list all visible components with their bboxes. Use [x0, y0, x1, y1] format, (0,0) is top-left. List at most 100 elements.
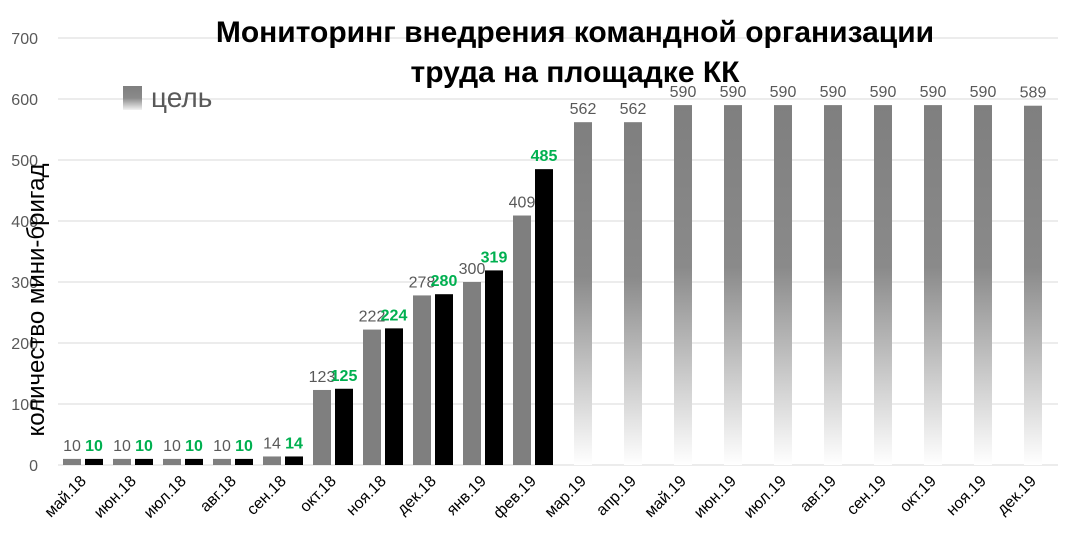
data-label-actual: 125 [331, 368, 358, 385]
bar-actual [85, 458, 103, 465]
y-axis-ticks: 0 100 200 300 400 500 600 700 [11, 31, 38, 475]
data-label-actual: 224 [381, 307, 408, 324]
bar-target [874, 105, 892, 465]
legend-label-target: цель [151, 82, 212, 113]
bar-actual [385, 328, 403, 465]
bar-actual [135, 458, 153, 465]
chart-title-line-2: труда на площадке КК [411, 56, 741, 89]
bar-target [1024, 105, 1042, 466]
data-label-target: 590 [770, 84, 797, 101]
bar-target [263, 456, 281, 465]
bar-actual [335, 388, 353, 465]
x-tick-label: дек.19 [994, 473, 1040, 519]
bar-target [824, 105, 842, 465]
data-label-target: 300 [459, 261, 486, 278]
data-label-actual: 485 [531, 148, 558, 165]
x-tick-label: окт.18 [297, 473, 340, 516]
data-label-actual: 280 [431, 273, 458, 290]
bar-target [513, 215, 531, 465]
legend-swatch-target [123, 86, 142, 110]
bar-actual [435, 294, 453, 465]
y-axis-title: количество мини-бригад [23, 164, 50, 437]
bar-actual [485, 270, 503, 465]
data-label-target: 10 [113, 438, 131, 455]
x-tick-label: июн.19 [691, 473, 740, 522]
x-tick-label: ноя.18 [343, 473, 389, 519]
data-label-target: 590 [670, 84, 697, 101]
data-label-target: 10 [213, 438, 231, 455]
data-label-target: 589 [1020, 85, 1047, 102]
y-tick-label: 300 [11, 275, 38, 292]
data-label-target: 590 [970, 84, 997, 101]
bar-target [974, 105, 992, 465]
data-label-target: 14 [263, 435, 281, 452]
x-tick-label: авг.18 [197, 473, 240, 516]
bar-target [463, 282, 481, 465]
x-tick-label: май.18 [42, 473, 90, 521]
bar-target [574, 122, 592, 466]
x-tick-label: мар.19 [542, 473, 590, 521]
data-label-actual: 319 [481, 249, 508, 266]
bar-target [213, 458, 231, 465]
data-label-target: 562 [620, 101, 647, 118]
bar-target [624, 122, 642, 466]
y-tick-label: 200 [11, 336, 38, 353]
bar-target [163, 458, 181, 465]
data-labels: 10 10 10 10 10 10 10 10 14 1412312522222427828030… [63, 84, 1046, 455]
x-tick-label: июл.18 [141, 473, 190, 522]
data-label-target: 10 [163, 438, 181, 455]
data-label-target: 590 [820, 84, 847, 101]
gridlines [58, 37, 1058, 466]
chart-title-line-1: Мониторинг внедрения командной организац… [216, 16, 934, 49]
bar-actual [185, 458, 203, 465]
bar-actual [535, 169, 553, 465]
y-tick-label: 0 [29, 458, 38, 475]
y-tick-label: 400 [11, 214, 38, 231]
legend: цель [123, 82, 212, 113]
bar-target [413, 295, 431, 465]
bar-target [113, 458, 131, 465]
bar-target [724, 105, 742, 465]
x-axis-ticks: май.18 июн.18 июл.18 авг.18 сен.18 окт.18 ноя.… [42, 473, 1040, 522]
bar-target [63, 458, 81, 465]
data-label-target: 590 [720, 84, 747, 101]
data-label-target: 562 [570, 101, 597, 118]
x-tick-label: авг.19 [797, 473, 840, 516]
x-tick-label: апр.19 [593, 473, 640, 520]
x-tick-label: июл.19 [741, 473, 790, 522]
data-label-actual: 10 [85, 438, 103, 455]
x-tick-label: фев.19 [490, 473, 539, 522]
y-tick-label: 600 [11, 92, 38, 109]
bar-target [774, 105, 792, 465]
y-tick-label: 100 [11, 397, 38, 414]
bars [63, 105, 1042, 466]
bar-target [674, 105, 692, 465]
y-tick-label: 500 [11, 153, 38, 170]
bar-target [924, 105, 942, 465]
bar-actual [285, 456, 303, 465]
data-label-target: 590 [870, 84, 897, 101]
data-label-target: 10 [63, 438, 81, 455]
bar-actual [235, 458, 253, 465]
bar-target [363, 329, 381, 465]
y-tick-label: 700 [11, 31, 38, 48]
x-tick-label: май.19 [642, 473, 690, 521]
data-label-target: 590 [920, 84, 947, 101]
data-label-actual: 10 [185, 438, 203, 455]
data-label-target: 123 [309, 369, 336, 386]
x-tick-label: сен.19 [844, 473, 890, 519]
x-tick-label: янв.19 [444, 473, 490, 519]
chart-title: Мониторинг внедрения командной организац… [216, 16, 934, 89]
data-label-actual: 14 [285, 435, 303, 452]
x-tick-label: ноя.19 [943, 473, 989, 519]
data-label-target: 278 [409, 274, 436, 291]
bar-target [313, 389, 331, 465]
data-label-actual: 10 [235, 438, 253, 455]
data-label-actual: 10 [135, 438, 153, 455]
data-label-target: 409 [509, 195, 536, 212]
x-tick-label: дек.18 [394, 473, 440, 519]
x-tick-label: окт.19 [897, 473, 940, 516]
x-tick-label: сен.18 [244, 473, 290, 519]
